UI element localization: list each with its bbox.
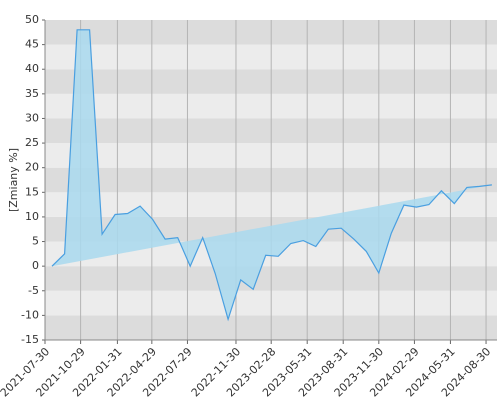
y-tick-label: -15	[21, 333, 39, 346]
area	[52, 29, 492, 320]
line	[51, 29, 492, 322]
y-tick-label: 0	[32, 259, 39, 272]
y-tick-label: 10	[25, 210, 39, 223]
y-tick-label: 40	[25, 62, 39, 75]
y-tick-label: 25	[25, 136, 39, 149]
y-tick-label: 5	[32, 235, 39, 248]
y-tick-label: 45	[25, 38, 39, 51]
y-axis-label: [Zmiany %]	[7, 148, 20, 212]
y-tick-label: -5	[28, 284, 39, 297]
y-tick-label: 35	[25, 87, 39, 100]
y-tick-label: 30	[25, 111, 39, 124]
y-tick-label: 15	[25, 185, 39, 198]
y-tick-label: 50	[25, 13, 39, 26]
y-tick-label: 20	[25, 161, 39, 174]
y-tick-label: -10	[21, 308, 39, 321]
